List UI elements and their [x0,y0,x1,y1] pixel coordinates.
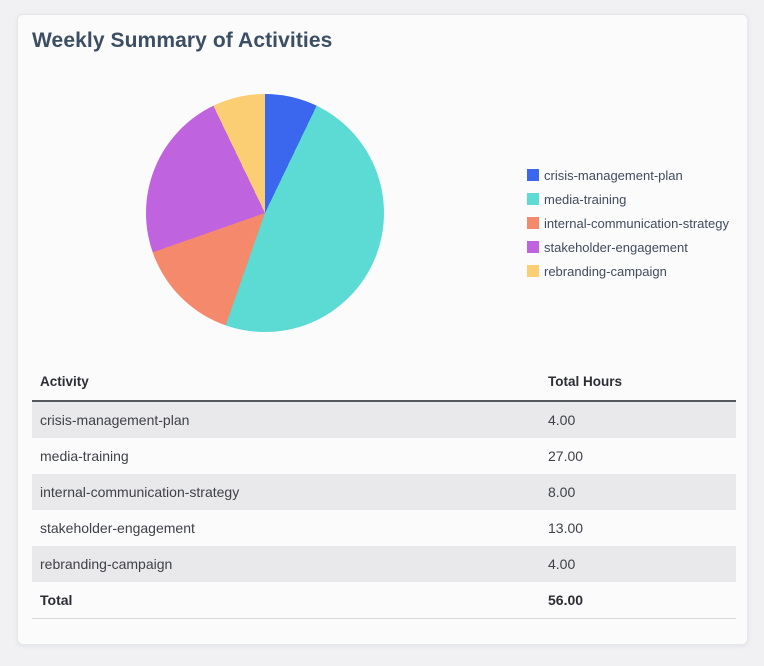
table-total-row: Total 56.00 [32,582,736,619]
pie-chart [146,94,384,332]
total-hours-cell: 56.00 [540,582,736,619]
total-label-cell: Total [32,582,540,619]
legend-swatch-icon [527,169,539,181]
pie-chart-region: crisis-management-plan media-training inte… [18,65,749,365]
table-row: rebranding-campaign 4.00 [32,546,736,582]
table-body: crisis-management-plan 4.00 media-traini… [32,401,736,619]
activity-cell: rebranding-campaign [40,556,173,572]
legend-label: media-training [544,191,627,207]
hours-cell: 8.00 [548,484,576,500]
legend-item: stakeholder-engagement [527,235,729,259]
table-header: Activity Total Hours [32,366,736,402]
legend-swatch-icon [527,217,539,229]
column-header-activity: Activity [32,366,540,402]
legend-label: rebranding-campaign [544,263,667,279]
table-row: internal-communication-strategy 8.00 [32,474,736,510]
table-row: stakeholder-engagement 13.00 [32,510,736,546]
table-row: crisis-management-plan 4.00 [32,401,736,438]
activity-cell: media-training [40,448,129,464]
legend-item: rebranding-campaign [527,259,729,283]
legend-item: internal-communication-strategy [527,211,729,235]
legend-label: internal-communication-strategy [544,215,729,231]
legend-label: stakeholder-engagement [544,239,688,255]
legend-item: media-training [527,187,729,211]
activity-cell: stakeholder-engagement [40,520,195,536]
card-title: Weekly Summary of Activities [32,29,333,52]
hours-cell: 13.00 [548,520,584,536]
column-header-total-hours: Total Hours [540,366,736,402]
legend-item: crisis-management-plan [527,163,729,187]
weekly-summary-card: Weekly Summary of Activities crisis-mana… [17,14,748,645]
table-row: media-training 27.00 [32,438,736,474]
activity-summary-table: Activity Total Hours crisis-management-p… [32,366,736,619]
hours-cell: 27.00 [548,448,584,464]
legend-swatch-icon [527,193,539,205]
hours-cell: 4.00 [548,556,576,572]
table-header-row: Activity Total Hours [32,366,736,402]
activity-cell: crisis-management-plan [40,412,190,428]
legend-swatch-icon [527,241,539,253]
legend-label: crisis-management-plan [544,167,683,183]
legend-swatch-icon [527,265,539,277]
hours-cell: 4.00 [548,412,576,428]
activity-cell: internal-communication-strategy [40,484,240,500]
chart-legend: crisis-management-plan media-training inte… [527,163,729,283]
